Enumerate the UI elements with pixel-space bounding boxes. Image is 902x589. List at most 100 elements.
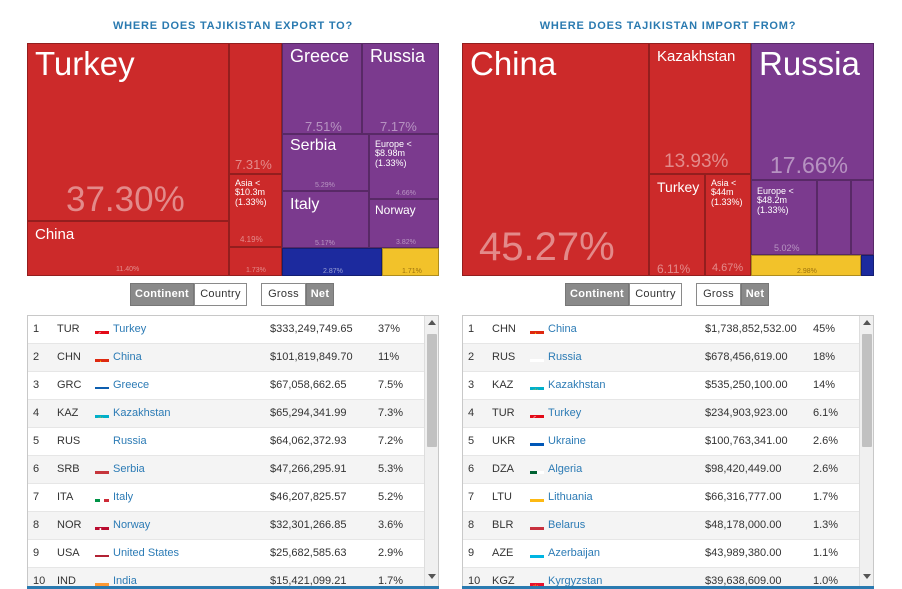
treemap-tile-asia-other[interactable]: Asia < $10.3m (1.33%) 4.19% bbox=[229, 174, 282, 247]
country-code: AZE bbox=[492, 547, 514, 559]
table-row[interactable]: 7 LTU Lithuania $66,316,777.00 1.7% bbox=[463, 484, 860, 512]
table-row[interactable]: 4 KAZ ☀ Kazakhstan $65,294,341.99 7.3% bbox=[28, 400, 425, 428]
scroll-down-arrow-icon[interactable] bbox=[863, 574, 871, 579]
import-scrollbar[interactable] bbox=[859, 316, 873, 589]
country-link[interactable]: Russia bbox=[113, 435, 147, 447]
continent-toggle[interactable]: Continent bbox=[565, 283, 629, 306]
country-link[interactable]: India bbox=[113, 575, 137, 587]
scroll-thumb[interactable] bbox=[427, 334, 437, 447]
treemap-tile-china[interactable]: China 11.40% bbox=[27, 221, 229, 276]
country-link[interactable]: China bbox=[113, 351, 142, 363]
net-toggle[interactable]: Net bbox=[306, 283, 334, 306]
table-row[interactable]: 6 DZA Algeria $98,420,449.00 2.6% bbox=[463, 456, 860, 484]
country-link[interactable]: Norway bbox=[113, 519, 151, 531]
country-code: TUR bbox=[492, 407, 515, 419]
treemap-tile-italy[interactable]: Italy 5.17% bbox=[282, 191, 369, 248]
table-row[interactable]: 3 KAZ ☀ Kazakhstan $535,250,100.00 14% bbox=[463, 372, 860, 400]
country-link[interactable]: Lithuania bbox=[548, 491, 593, 503]
export-treemap[interactable]: Turkey 37.30% China 11.40% 7.31% Asia < … bbox=[27, 43, 439, 276]
treemap-tile-americas[interactable] bbox=[861, 255, 874, 276]
import-treemap[interactable]: China 45.27% Kazakhstan 13.93% Turkey 6.… bbox=[462, 43, 874, 276]
treemap-tile-russia[interactable]: Russia 7.17% bbox=[362, 43, 439, 134]
rank: 9 bbox=[33, 547, 40, 559]
country-link[interactable]: Kazakhstan bbox=[548, 379, 606, 391]
country-link[interactable]: Russia bbox=[548, 351, 582, 363]
treemap-tile-russia[interactable]: Russia 17.66% bbox=[751, 43, 874, 180]
country-toggle[interactable]: Country bbox=[194, 283, 247, 306]
country-link[interactable]: Belarus bbox=[548, 519, 586, 531]
table-row[interactable]: 1 TUR ☾ Turkey $333,249,749.65 37% bbox=[28, 316, 425, 344]
country-link[interactable]: China bbox=[548, 323, 577, 335]
treemap-tile-europe-other[interactable]: Europe < $8.98m (1.33%) 4.66% bbox=[369, 134, 439, 199]
trade-value: $1,738,852,532.00 bbox=[705, 323, 797, 335]
country-toggle[interactable]: Country bbox=[629, 283, 682, 306]
treemap-tile-kazakhstan[interactable]: Kazakhstan 13.93% bbox=[649, 43, 751, 174]
treemap-tile-turkey[interactable]: Turkey 6.11% bbox=[649, 174, 705, 276]
table-row[interactable]: 1 CHN ★ China $1,738,852,532.00 45% bbox=[463, 316, 860, 344]
table-row[interactable]: 5 UKR Ukraine $100,763,341.00 2.6% bbox=[463, 428, 860, 456]
flag-icon: ☀ bbox=[95, 408, 109, 418]
rank: 1 bbox=[33, 323, 40, 335]
export-scrollbar[interactable] bbox=[424, 316, 438, 589]
country-link[interactable]: Greece bbox=[113, 379, 150, 391]
scroll-up-arrow-icon[interactable] bbox=[428, 320, 436, 325]
table-row[interactable]: 5 RUS Russia $64,062,372.93 7.2% bbox=[28, 428, 425, 456]
treemap-tile-kazakhstan[interactable]: 7.31% bbox=[229, 43, 282, 174]
trade-value: $101,819,849.70 bbox=[270, 351, 353, 363]
rank: 6 bbox=[33, 463, 40, 475]
country-link[interactable]: Ukraine bbox=[548, 435, 586, 447]
tile-percent: 7.17% bbox=[380, 119, 417, 134]
country-code: BLR bbox=[492, 519, 514, 531]
table-row[interactable]: 2 CHN ★ China $101,819,849.70 11% bbox=[28, 344, 425, 372]
country-link[interactable]: Azerbaijan bbox=[548, 547, 600, 559]
gross-toggle[interactable]: Gross bbox=[261, 283, 306, 306]
table-row[interactable]: 2 RUS Russia $678,456,619.00 18% bbox=[463, 344, 860, 372]
treemap-tile-asia-small[interactable]: 1.73% bbox=[229, 247, 282, 276]
table-row[interactable]: 4 TUR ☾ Turkey $234,903,923.00 6.1% bbox=[463, 400, 860, 428]
treemap-tile-turkey[interactable]: Turkey 37.30% bbox=[27, 43, 229, 221]
treemap-tile-europe-b[interactable] bbox=[851, 180, 874, 255]
table-row[interactable]: 9 AZE Azerbaijan $43,989,380.00 1.1% bbox=[463, 540, 860, 568]
scroll-thumb[interactable] bbox=[862, 334, 872, 447]
continent-toggle[interactable]: Continent bbox=[130, 283, 194, 306]
treemap-tile-asia-other[interactable]: Asia < $44m (1.33%) 4.67% bbox=[705, 174, 751, 276]
flag-icon bbox=[95, 492, 109, 502]
treemap-tile-serbia[interactable]: Serbia 5.29% bbox=[282, 134, 369, 191]
treemap-tile-europe-other[interactable]: Europe < $48.2m (1.33%) 5.02% bbox=[751, 180, 817, 255]
table-row[interactable]: 8 NOR ✚ Norway $32,301,266.85 3.6% bbox=[28, 512, 425, 540]
country-code: ITA bbox=[57, 491, 74, 503]
table-row[interactable]: 10 KGZ ☀ Kyrgyzstan $39,638,609.00 1.0% bbox=[463, 568, 860, 589]
tile-percent: 45.27% bbox=[479, 225, 615, 269]
country-link[interactable]: Algeria bbox=[548, 463, 583, 475]
country-link[interactable]: Kyrgyzstan bbox=[548, 575, 603, 587]
table-row[interactable]: 10 IND India $15,421,099.21 1.7% bbox=[28, 568, 425, 589]
treemap-tile-africa[interactable]: 2.98% bbox=[751, 255, 861, 276]
treemap-tile-africa[interactable]: 1.71% bbox=[382, 248, 439, 276]
scroll-down-arrow-icon[interactable] bbox=[428, 574, 436, 579]
table-row[interactable]: 9 USA United States $25,682,585.63 2.9% bbox=[28, 540, 425, 568]
country-link[interactable]: Italy bbox=[113, 491, 134, 503]
treemap-tile-americas[interactable]: 2.87% bbox=[282, 248, 382, 276]
country-code: KAZ bbox=[492, 379, 514, 391]
country-link[interactable]: Turkey bbox=[548, 407, 582, 419]
share-percent: 7.3% bbox=[378, 407, 404, 419]
trade-value: $67,058,662.65 bbox=[270, 379, 347, 391]
table-row[interactable]: 8 BLR Belarus $48,178,000.00 1.3% bbox=[463, 512, 860, 540]
treemap-tile-china[interactable]: China 45.27% bbox=[462, 43, 649, 276]
country-link[interactable]: United States bbox=[113, 547, 180, 559]
flag-icon bbox=[530, 464, 544, 474]
net-toggle[interactable]: Net bbox=[741, 283, 769, 306]
scroll-up-arrow-icon[interactable] bbox=[863, 320, 871, 325]
country-link[interactable]: Turkey bbox=[113, 323, 147, 335]
country-link[interactable]: Kazakhstan bbox=[113, 407, 171, 419]
country-link[interactable]: Serbia bbox=[113, 463, 145, 475]
treemap-tile-europe-a[interactable] bbox=[817, 180, 851, 255]
treemap-tile-norway[interactable]: Norway 3.82% bbox=[369, 199, 439, 248]
treemap-tile-greece[interactable]: Greece 7.51% bbox=[282, 43, 362, 134]
share-percent: 2.6% bbox=[813, 435, 839, 447]
gross-toggle[interactable]: Gross bbox=[696, 283, 741, 306]
share-percent: 5.3% bbox=[378, 463, 404, 475]
table-row[interactable]: 6 SRB Serbia $47,266,295.91 5.3% bbox=[28, 456, 425, 484]
table-row[interactable]: 3 GRC Greece $67,058,662.65 7.5% bbox=[28, 372, 425, 400]
table-row[interactable]: 7 ITA Italy $46,207,825.57 5.2% bbox=[28, 484, 425, 512]
